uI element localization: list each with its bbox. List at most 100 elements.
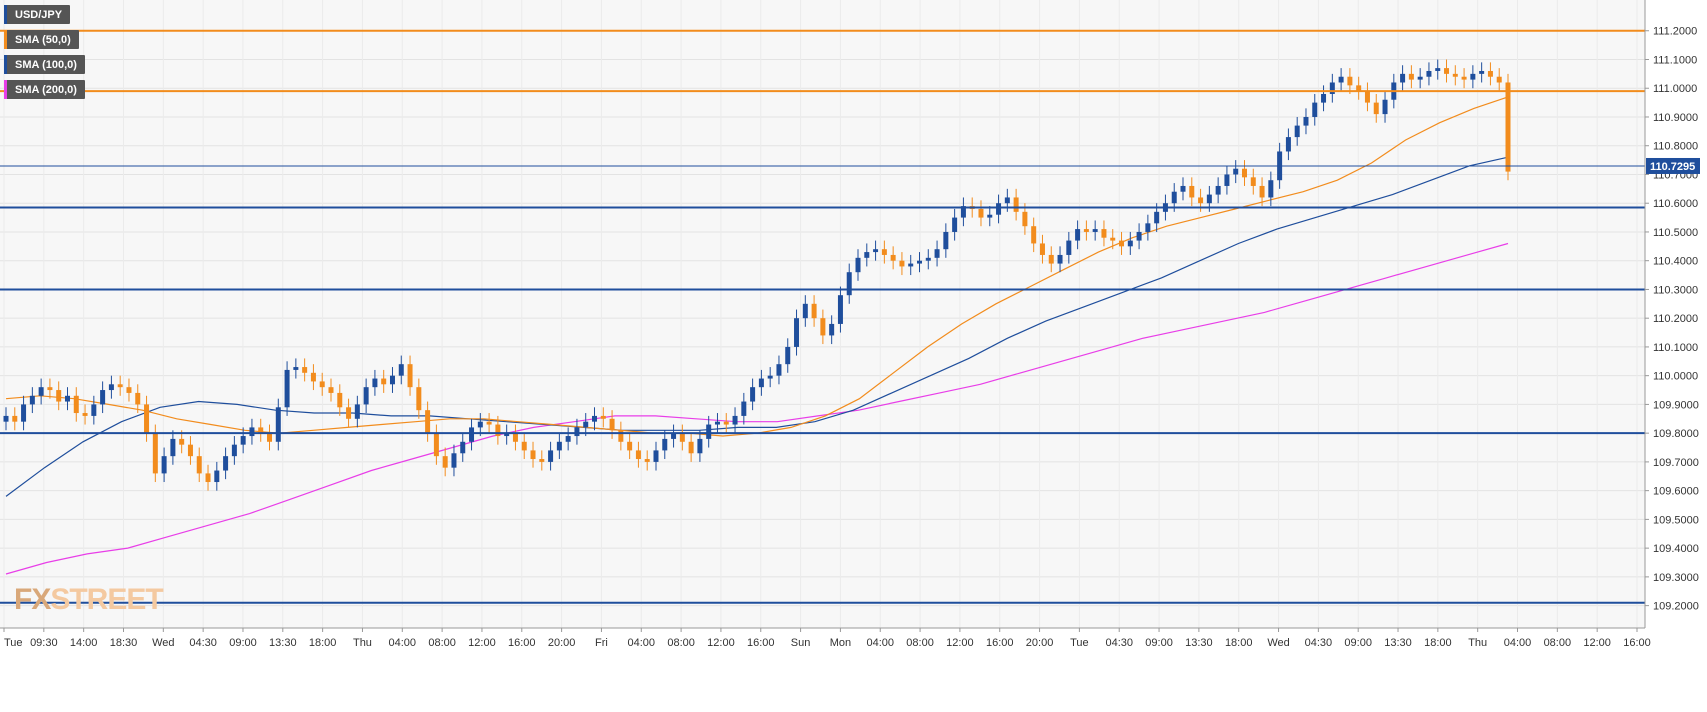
candle-body <box>952 217 958 232</box>
x-tick-label: 09:00 <box>1344 637 1372 649</box>
legend: USD/JPY SMA (50,0) SMA (100,0) SMA (200,0) <box>4 5 85 105</box>
y-tick-label: 110.3000 <box>1653 284 1698 296</box>
candle-body <box>258 427 264 434</box>
x-tick-label: 09:00 <box>1145 637 1173 649</box>
candle-body <box>899 260 905 267</box>
x-tick-label: 12:00 <box>707 637 735 649</box>
candle-body <box>1364 91 1370 103</box>
x-tick-label: Wed <box>1267 637 1289 649</box>
candle-body <box>267 433 273 442</box>
candle-body <box>521 441 527 451</box>
candle-body <box>319 381 325 388</box>
candle-body <box>1066 240 1072 255</box>
x-tick-label: Thu <box>1468 637 1487 649</box>
candle-body <box>644 459 650 462</box>
candle-body <box>3 415 9 422</box>
x-tick-label: 09:00 <box>229 637 257 649</box>
x-tick-label: Sun <box>791 637 811 649</box>
candle-body <box>1417 76 1423 80</box>
x-tick-label: 14:00 <box>70 637 98 649</box>
candle-body <box>1101 229 1107 238</box>
x-tick-label: 16:00 <box>508 637 536 649</box>
candle-body <box>363 387 369 405</box>
candle-body <box>451 453 457 468</box>
sma-100-path <box>5 156 1509 497</box>
candle-body <box>855 257 861 273</box>
candle-body <box>1241 168 1247 178</box>
candle-body <box>187 444 193 457</box>
candle-body <box>776 364 782 376</box>
candle-body <box>1215 185 1221 195</box>
candle-body <box>126 387 132 393</box>
candle-body <box>1250 177 1256 186</box>
candle-body <box>688 441 694 454</box>
x-tick-label: 08:00 <box>667 637 695 649</box>
candle-body <box>284 369 290 408</box>
candle-body <box>1233 168 1239 175</box>
candle-body <box>29 395 35 405</box>
x-tick-label: 08:00 <box>428 637 456 649</box>
candle-body <box>635 450 641 460</box>
legend-swatch <box>4 30 7 49</box>
y-tick-label: 111.2000 <box>1653 26 1697 38</box>
candle-body <box>21 404 27 422</box>
candle-body <box>135 392 141 405</box>
candle-body <box>592 415 598 422</box>
candle-body <box>512 433 518 442</box>
candle-body <box>653 450 659 462</box>
candle-body <box>240 436 246 445</box>
candle-body <box>1268 180 1274 198</box>
candle-body <box>987 214 993 218</box>
candle-body <box>231 444 237 457</box>
fxstreet-logo: FXSTREET <box>14 583 164 617</box>
x-tick-label: 04:30 <box>189 637 217 649</box>
candle-body <box>1180 185 1186 192</box>
candle-body <box>1505 82 1511 172</box>
candle-body <box>1400 73 1406 83</box>
candle-body <box>996 203 1002 215</box>
candle-body <box>495 424 501 437</box>
candle-body <box>627 441 633 451</box>
sma-100-line <box>5 156 1509 497</box>
candle-body <box>600 415 606 419</box>
candle-body <box>916 260 922 264</box>
candle-body <box>1321 93 1327 103</box>
candle-body <box>328 387 334 393</box>
candle-body <box>1347 76 1353 86</box>
y-tick-label: 109.6000 <box>1653 486 1699 498</box>
x-tick-label: 04:00 <box>389 637 417 649</box>
candle-body <box>706 424 712 439</box>
x-tick-label: Fri <box>595 637 608 649</box>
candle-body <box>794 318 800 347</box>
candle-body <box>1022 211 1028 227</box>
candle-body <box>1338 76 1344 83</box>
candle-body <box>152 433 158 474</box>
y-tick-label: 110.9000 <box>1653 112 1698 124</box>
logo-fx: FX <box>14 583 51 616</box>
candle-body <box>943 231 949 250</box>
x-tick-label: Mon <box>830 637 851 649</box>
x-tick-label: 18:30 <box>110 637 138 649</box>
candle-body <box>144 404 150 434</box>
candle-body <box>1004 197 1010 204</box>
candle-body <box>1171 191 1177 204</box>
y-tick-label: 109.8000 <box>1653 428 1699 440</box>
x-tick-label: 12:00 <box>468 637 496 649</box>
x-tick-label: 18:00 <box>1225 637 1253 649</box>
candle-body <box>1329 82 1335 94</box>
y-tick-label: 109.2000 <box>1653 601 1699 613</box>
candle-body <box>846 272 852 296</box>
candle-body <box>1303 116 1309 126</box>
candle-body <box>864 252 870 258</box>
candle-body <box>1259 185 1265 198</box>
candle-body <box>381 378 387 385</box>
x-tick-label: 13:30 <box>1384 637 1412 649</box>
candle-body <box>372 378 378 388</box>
candle-body <box>82 413 88 416</box>
candle-body <box>1373 102 1379 115</box>
x-tick-label: 20:00 <box>1026 637 1054 649</box>
candle-body <box>1356 85 1362 92</box>
x-tick-label: 04:30 <box>1105 637 1133 649</box>
candle-body <box>1057 254 1063 264</box>
candle-body <box>679 433 685 442</box>
